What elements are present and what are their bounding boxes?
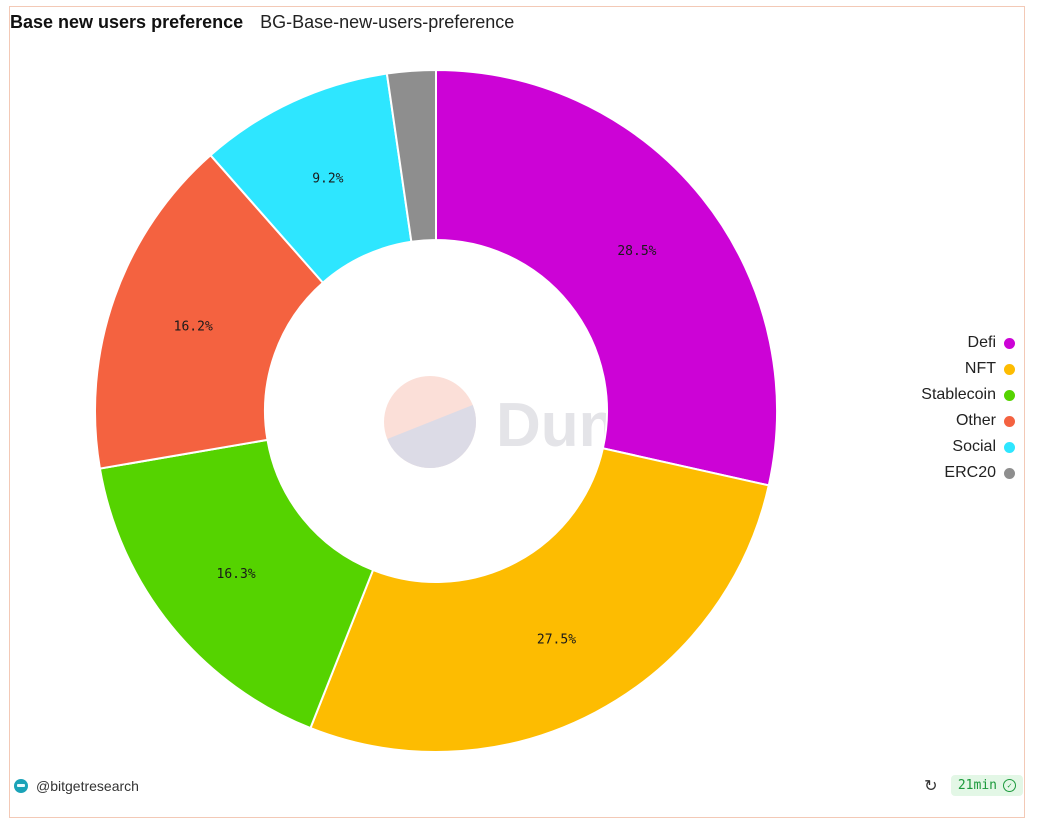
author-tag[interactable]: @bitgetresearch xyxy=(14,778,139,794)
slice-label-other: 16.2% xyxy=(174,319,213,334)
age-label: 21min xyxy=(957,778,997,793)
chart-status: ↻ 21min ✓ xyxy=(921,775,1023,796)
legend-dot-icon xyxy=(1004,389,1015,401)
legend-dot-icon xyxy=(1004,415,1015,427)
dune-logo-lower-half xyxy=(387,404,476,469)
freshness-badge: 21min ✓ xyxy=(950,775,1023,796)
legend-label: Stablecoin xyxy=(921,386,996,403)
legend-item-social[interactable]: Social xyxy=(921,434,1015,460)
legend-item-erc20[interactable]: ERC20 xyxy=(921,460,1015,486)
legend-label: Defi xyxy=(967,334,996,351)
legend-item-stablecoin[interactable]: Stablecoin xyxy=(921,382,1015,408)
chart-legend: Defi NFT Stablecoin Other Social ERC20 xyxy=(921,330,1015,486)
legend-dot-icon xyxy=(1004,441,1015,453)
legend-label: Other xyxy=(955,412,996,429)
refresh-icon[interactable]: ↻ xyxy=(924,777,938,795)
check-circle-icon: ✓ xyxy=(1003,779,1016,792)
slice-defi[interactable] xyxy=(435,68,778,487)
legend-dot-icon xyxy=(1004,467,1015,479)
author-name: @bitgetresearch xyxy=(36,778,139,794)
legend-item-other[interactable]: Other xyxy=(921,408,1015,434)
legend-label: NFT xyxy=(964,360,996,377)
slice-nft[interactable] xyxy=(309,447,770,753)
legend-label: ERC20 xyxy=(944,464,996,481)
slice-label-defi: 28.5% xyxy=(617,244,656,259)
avatar xyxy=(14,779,28,793)
legend-item-defi[interactable]: Defi xyxy=(921,330,1015,356)
slice-erc20[interactable] xyxy=(385,68,437,243)
chart-subtitle: BG-Base-new-users-preference xyxy=(260,12,515,32)
slice-other[interactable] xyxy=(94,153,325,470)
slice-label-stablecoin: 16.3% xyxy=(217,567,256,582)
chart-title: Base new users preference xyxy=(10,12,244,32)
slice-label-nft: 27.5% xyxy=(537,633,576,648)
legend-item-nft[interactable]: NFT xyxy=(921,356,1015,382)
legend-dot-icon xyxy=(1004,337,1015,349)
slice-stablecoin[interactable] xyxy=(98,438,375,730)
legend-label: Social xyxy=(952,438,996,455)
legend-dot-icon xyxy=(1004,363,1015,375)
slice-label-social: 9.2% xyxy=(312,171,343,186)
chart-header: Base new users preference BG-Base-new-us… xyxy=(10,12,514,33)
